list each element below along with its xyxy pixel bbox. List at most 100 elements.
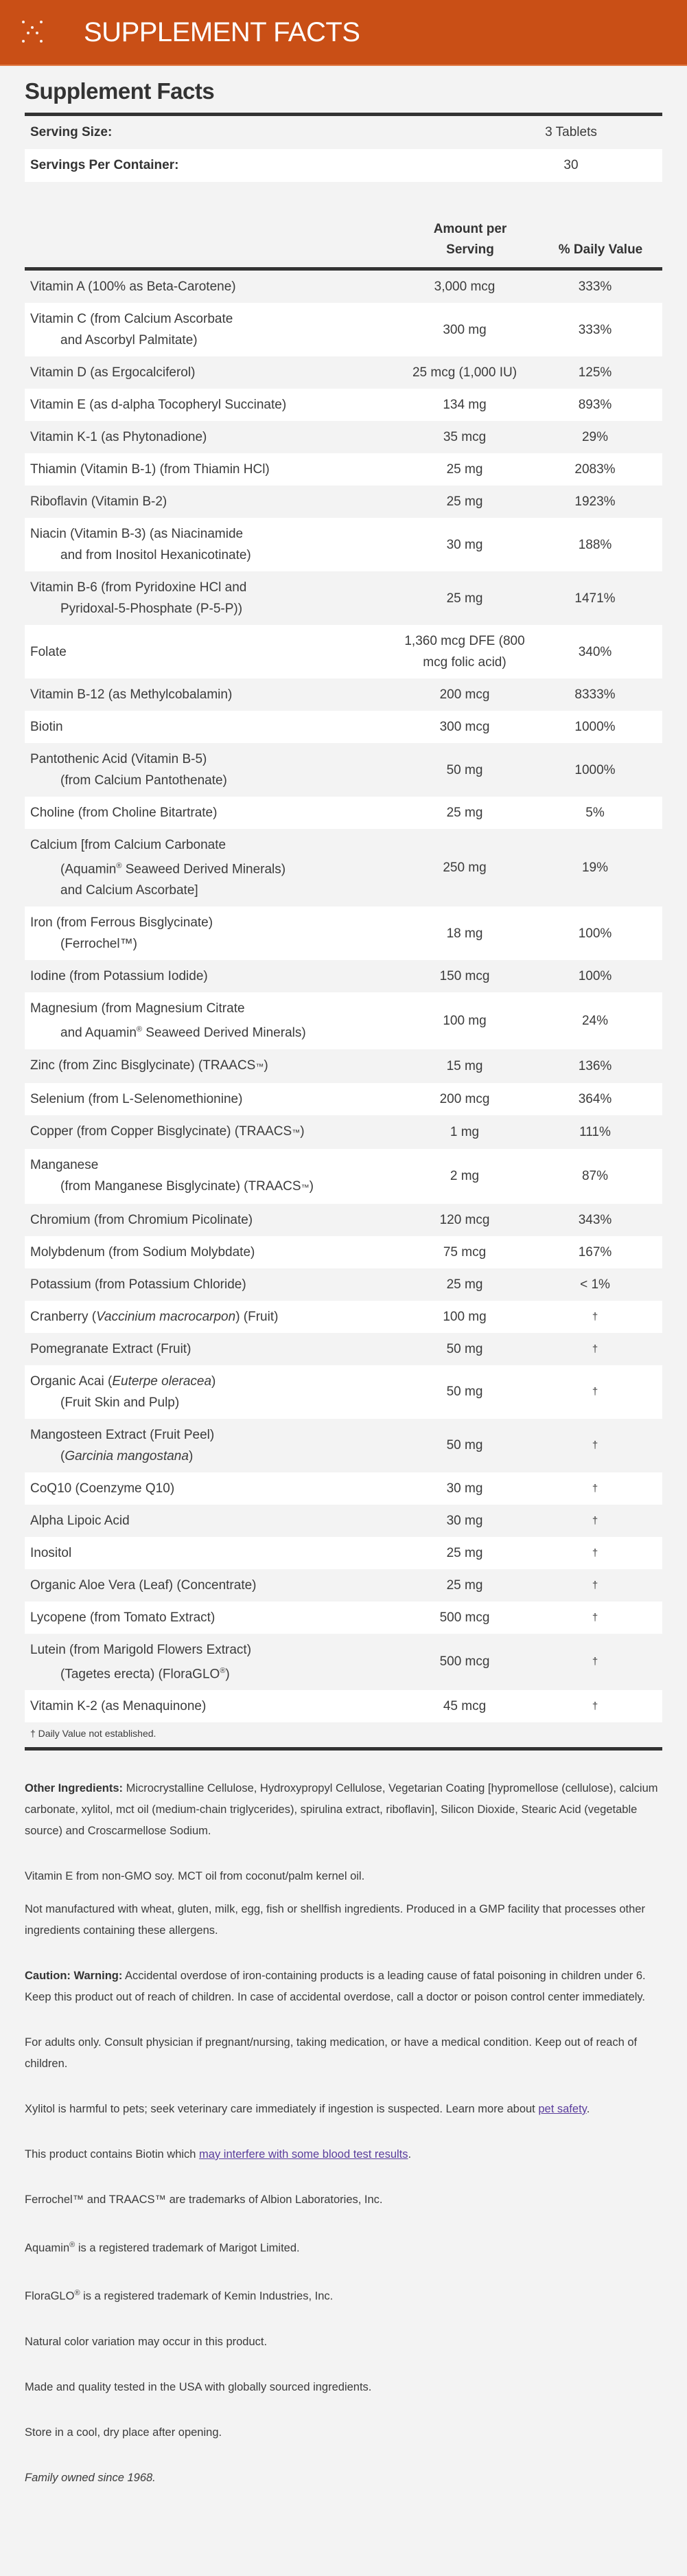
name-segment: Copper (from Copper Bisglycinate) (TRAAC… xyxy=(30,1124,292,1139)
name-segment: ™ xyxy=(292,1127,301,1137)
amount-per-serving: 30 mg xyxy=(446,537,483,552)
other-ingredients: Other Ingredients: Microcrystalline Cell… xyxy=(25,1781,658,1837)
table-row: Copper (from Copper Bisglycinate) (TRAAC… xyxy=(25,1115,662,1149)
nutrient-name: Magnesium (from Magnesium Citrate and Aqu… xyxy=(30,998,403,1043)
name-segment: Zinc (from Zinc Bisglycinate) (TRAACS xyxy=(30,1058,256,1073)
made-in-usa-note: Made and quality tested in the USA with … xyxy=(25,2380,372,2393)
name-segment: ) xyxy=(211,1374,216,1389)
table-row: Molybdenum (from Sodium Molybdate) 75 mcg… xyxy=(25,1235,662,1268)
amount-per-serving: 100 mg xyxy=(443,1309,487,1324)
amount-per-serving: 50 mg xyxy=(446,1341,483,1356)
section-header[interactable]: SUPPLEMENT FACTS xyxy=(0,0,687,66)
name-segment: Magnesium (from Magnesium Citrate xyxy=(30,1001,245,1016)
nutrient-name-line: Chromium (from Chromium Picolinate) xyxy=(30,1209,403,1231)
daily-value: † xyxy=(592,1482,598,1494)
name-segment: Organic Aloe Vera (Leaf) (Concentrate) xyxy=(30,1577,257,1593)
name-segment: Thiamin (Vitamin B-1) (from Thiamin HCl) xyxy=(30,462,270,477)
table-row: Lutein (from Marigold Flowers Extract) (T… xyxy=(25,1633,662,1690)
table-row: Organic Aloe Vera (Leaf) (Concentrate) 25… xyxy=(25,1569,662,1602)
pet-safety-link[interactable]: pet safety xyxy=(538,2102,587,2115)
amount-per-serving: 200 mcg xyxy=(439,1091,490,1106)
nutrient-name-line: and from Inositol Hexanicotinate) xyxy=(30,545,403,566)
name-segment: ) xyxy=(188,1448,194,1463)
table-row: Choline (from Choline Bitartrate) 25 mg 5% xyxy=(25,797,662,829)
nutrient-name-line: Zinc (from Zinc Bisglycinate) (TRAACS™) xyxy=(30,1055,403,1078)
amount-per-serving: 18 mg xyxy=(446,926,483,941)
daily-value: 893% xyxy=(578,398,612,412)
name-segment: Selenium (from L-Selenomethionine) xyxy=(30,1091,243,1106)
name-segment: (Tagetes erecta) (FloraGLO xyxy=(60,1666,220,1681)
name-segment: Pantothenic Acid (Vitamin B-5) xyxy=(30,752,207,766)
nutrient-name: Pomegranate Extract (Fruit) xyxy=(30,1338,403,1360)
name-segment: Pomegranate Extract (Fruit) xyxy=(30,1341,191,1356)
name-segment: Seaweed Derived Minerals) xyxy=(142,1025,306,1040)
column-daily-value: % Daily Value xyxy=(558,242,643,257)
name-segment: ) xyxy=(264,1058,268,1073)
servings-label: Servings Per Container: xyxy=(30,158,179,172)
nutrient-name: Lutein (from Marigold Flowers Extract) (T… xyxy=(30,1639,403,1685)
table-row: CoQ10 (Coenzyme Q10) 30 mg † xyxy=(25,1472,662,1505)
name-segment: Cranberry ( xyxy=(30,1309,97,1324)
nutrient-name-line: Mangosteen Extract (Fruit Peel) xyxy=(30,1424,403,1446)
nutrient-name-line: Pomegranate Extract (Fruit) xyxy=(30,1338,403,1360)
nutrient-name: Cranberry (Vaccinium macrocarpon) (Fruit… xyxy=(30,1306,403,1327)
table-row: Vitamin C (from Calcium Ascorbate and Asc… xyxy=(25,303,662,356)
nutrient-name-line: (Ferrochel™) xyxy=(30,933,403,955)
name-segment: ) xyxy=(309,1178,314,1194)
table-row: Vitamin D (as Ergocalciferol) 25 mcg (1,0… xyxy=(25,356,662,389)
vitamin-e-note: Vitamin E from non-GMO soy. MCT oil from… xyxy=(25,1869,365,1882)
nutrient-name: Chromium (from Chromium Picolinate) xyxy=(30,1209,403,1231)
divider xyxy=(25,1746,662,1751)
nutrient-name-line: Magnesium (from Magnesium Citrate xyxy=(30,998,403,1019)
amount-per-serving: 3,000 mcg xyxy=(434,280,496,294)
name-segment: Lycopene (from Tomato Extract) xyxy=(30,1610,216,1625)
daily-value: 2083% xyxy=(574,462,616,477)
daily-value: 87% xyxy=(581,1169,609,1184)
blood-test-link[interactable]: may interfere with some blood test resul… xyxy=(199,2147,408,2161)
amount-per-serving: 120 mcg xyxy=(439,1212,490,1227)
nutrient-name-line: Iodine (from Potassium Iodide) xyxy=(30,966,403,987)
table-row: Iron (from Ferrous Bisglycinate) (Ferroch… xyxy=(25,907,662,961)
name-segment: Folate xyxy=(30,644,67,659)
nutrient-name-line: Lutein (from Marigold Flowers Extract) xyxy=(30,1639,403,1661)
divider xyxy=(25,113,662,116)
nutrient-name: Folate xyxy=(30,641,403,663)
daily-value: 136% xyxy=(578,1058,612,1073)
nutrient-name: Inositol xyxy=(30,1542,403,1564)
name-segment: Molybdenum (from Sodium Molybdate) xyxy=(30,1244,255,1259)
daily-value: 188% xyxy=(578,537,612,552)
nutrient-name: Choline (from Choline Bitartrate) xyxy=(30,802,403,823)
nutrient-name: Riboflavin (Vitamin B-2) xyxy=(30,491,403,512)
amount-per-serving: 25 mg xyxy=(446,494,483,509)
name-segment: (Fruit Skin and Pulp) xyxy=(60,1395,180,1410)
nutrient-name: Iron (from Ferrous Bisglycinate) (Ferroch… xyxy=(30,912,403,955)
name-segment: ® xyxy=(136,1025,143,1034)
daily-value: 1471% xyxy=(574,591,616,606)
name-segment: ( xyxy=(60,1448,65,1463)
amount-per-serving: 25 mg xyxy=(446,591,483,606)
amount-per-serving: 75 mcg xyxy=(443,1244,487,1259)
nutrient-name-line: Vitamin K-1 (as Phytonadione) xyxy=(30,426,403,448)
daily-value: 1000% xyxy=(574,720,616,734)
amount-per-serving: 15 mg xyxy=(446,1058,483,1073)
name-segment: Iodine (from Potassium Iodide) xyxy=(30,969,208,984)
table-row: Lycopene (from Tomato Extract) 500 mcg † xyxy=(25,1601,662,1634)
nutrient-name: Molybdenum (from Sodium Molybdate) xyxy=(30,1242,403,1263)
allergen-note: Not manufactured with wheat, gluten, mil… xyxy=(25,1902,645,1937)
table-row: Vitamin K-2 (as Menaquinone) 45 mcg † xyxy=(25,1689,662,1722)
name-segment: and Aquamin xyxy=(60,1025,137,1040)
daily-value: < 1% xyxy=(580,1277,610,1292)
table-row: Cranberry (Vaccinium macrocarpon) (Fruit… xyxy=(25,1300,662,1333)
name-segment: Vitamin D (as Ergocalciferol) xyxy=(30,365,196,380)
nutrient-name: Organic Aloe Vera (Leaf) (Concentrate) xyxy=(30,1575,403,1596)
name-segment: Niacin (Vitamin B-3) (as Niacinamide xyxy=(30,527,244,541)
name-segment: Vitamin B-12 (as Methylcobalamin) xyxy=(30,687,233,702)
amount-per-serving: 300 mg xyxy=(443,322,487,337)
amount-per-serving: 300 mcg xyxy=(439,720,490,734)
name-segment: Alpha Lipoic Acid xyxy=(30,1513,130,1528)
name-segment: and Ascorbyl Palmitate) xyxy=(60,333,198,347)
name-segment: Pyridoxal-5-Phosphate (P-5-P)) xyxy=(60,602,243,616)
nutrient-name: Copper (from Copper Bisglycinate) (TRAAC… xyxy=(30,1121,403,1143)
daily-value: 125% xyxy=(578,365,612,380)
nutrient-name-line: Choline (from Choline Bitartrate) xyxy=(30,802,403,823)
